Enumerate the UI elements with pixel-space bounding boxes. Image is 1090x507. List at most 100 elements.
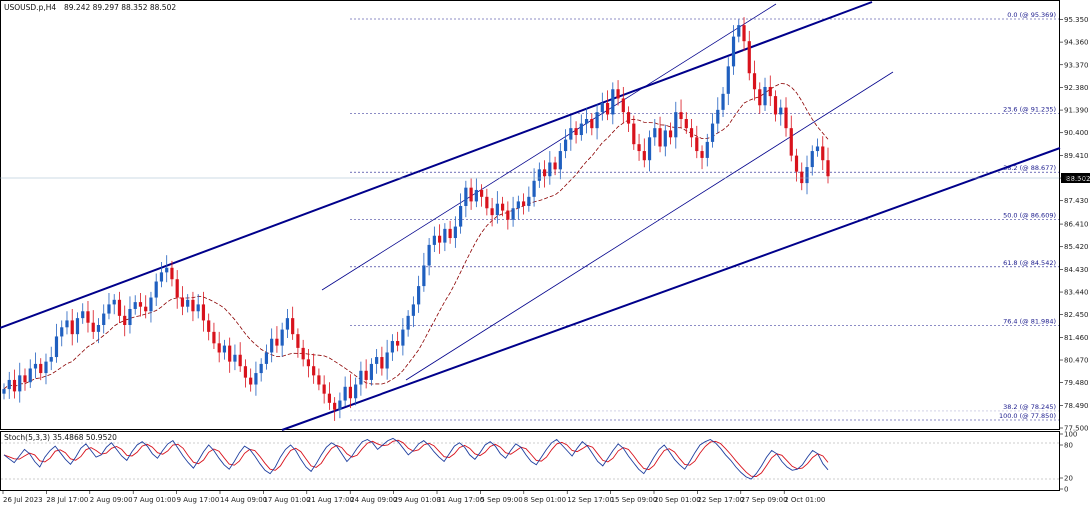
candle-body xyxy=(86,311,90,323)
candle-body xyxy=(500,203,505,211)
price-tick-label: 89.410 xyxy=(1064,152,1089,160)
stoch-main-line xyxy=(3,437,829,480)
candle-body xyxy=(422,265,426,287)
candle-body xyxy=(469,187,473,202)
candle-body xyxy=(758,89,762,106)
candle-body xyxy=(375,357,379,364)
time-tick-label: 26 Jul 2023 xyxy=(3,496,43,504)
candle-body xyxy=(595,112,599,129)
candle-body xyxy=(642,151,646,161)
time-tick-label: 9 Aug 17:00 xyxy=(177,496,220,504)
price-tick-label: 94.360 xyxy=(1064,39,1089,47)
candle-body xyxy=(306,359,311,367)
candle-body xyxy=(96,325,101,332)
candle-body xyxy=(810,151,814,168)
candle-body xyxy=(438,235,442,243)
candle-body xyxy=(689,128,694,138)
candle-body xyxy=(165,267,169,273)
candle-body xyxy=(144,306,148,312)
stoch-tick-label: 0 xyxy=(1064,486,1068,494)
candle-body xyxy=(60,327,64,337)
candle-body xyxy=(270,338,274,353)
outer-channel-lower[interactable] xyxy=(281,147,1061,431)
candle-body xyxy=(7,379,11,390)
candle-body xyxy=(815,146,820,152)
time-tick-label: 15 Sep 09:00 xyxy=(611,496,658,504)
candle-body xyxy=(149,297,153,312)
candle-body xyxy=(180,297,185,307)
candle-body xyxy=(49,357,53,362)
candle-body xyxy=(548,162,552,177)
candle-body xyxy=(228,345,232,362)
time-tick-label: 12 Sep 17:00 xyxy=(567,496,614,504)
candle-body xyxy=(28,368,32,383)
price-tick-label: 79.480 xyxy=(1064,379,1089,387)
stochastic-oscillator xyxy=(1,437,1059,480)
candle-body xyxy=(354,384,358,399)
candle-body xyxy=(317,375,321,385)
fibonacci-retracement[interactable]: 0.0 (@ 95.369) 23.6 (@ 91.235) 38.2 (@ 88.… xyxy=(350,11,1059,421)
candle-body xyxy=(175,279,179,298)
time-tick-label: 2 Oct 01:00 xyxy=(784,496,825,504)
candle-body xyxy=(238,354,242,367)
stoch-tick-label: 100 xyxy=(1064,431,1077,439)
candle-body xyxy=(343,386,347,401)
candle-body xyxy=(542,169,547,177)
candle-body xyxy=(800,171,804,184)
candle-body xyxy=(443,228,447,243)
candle-body xyxy=(668,130,673,138)
price-tick-label: 93.370 xyxy=(1064,61,1089,69)
price-tick-label: 92.380 xyxy=(1064,84,1089,92)
candle-body xyxy=(296,334,300,348)
inner-channel-upper[interactable] xyxy=(321,3,777,291)
candle-body xyxy=(23,375,27,383)
candle-body xyxy=(789,128,793,156)
candle-body xyxy=(721,93,725,110)
outer-channel-upper[interactable] xyxy=(0,1,873,329)
candle-body xyxy=(259,363,263,374)
candle-body xyxy=(327,393,332,403)
candle-body xyxy=(605,102,610,115)
price-tick-label: 95.350 xyxy=(1064,16,1089,24)
candle-body xyxy=(658,128,662,147)
time-tick-label: 5 Sep 09:00 xyxy=(480,496,522,504)
candle-body xyxy=(794,155,799,172)
stoch-signal-line xyxy=(3,439,829,477)
candle-body xyxy=(563,139,568,152)
candle-body xyxy=(18,375,22,392)
candle-body xyxy=(448,228,452,239)
symbol-label: USOUSD.p,H4 xyxy=(4,3,56,12)
candle-body xyxy=(532,180,536,197)
candle-body xyxy=(637,144,641,152)
candle-body xyxy=(821,146,825,161)
candle-body xyxy=(763,86,767,106)
candle-body xyxy=(128,308,132,326)
candle-body xyxy=(186,299,190,307)
candle-body xyxy=(826,160,830,177)
candle-body xyxy=(264,352,269,364)
candle-body xyxy=(779,107,783,115)
trend-channels[interactable] xyxy=(0,1,1061,431)
price-panel xyxy=(0,0,1060,430)
candle-body xyxy=(123,315,127,326)
candle-body xyxy=(710,123,715,142)
candle-body xyxy=(716,109,720,124)
candle-body xyxy=(679,112,683,120)
candle-body xyxy=(731,36,736,67)
candle-body xyxy=(553,162,557,170)
candle-body xyxy=(233,354,237,362)
candle-body xyxy=(427,244,431,266)
candle-body xyxy=(537,169,541,181)
candle-body xyxy=(647,137,652,161)
candle-body xyxy=(102,313,106,326)
inner-channel-lower[interactable] xyxy=(405,71,894,381)
candle-body xyxy=(222,345,227,353)
fib-level-label: 0.0 (@ 95.369) xyxy=(1007,11,1056,19)
stoch-panel xyxy=(0,431,1060,491)
candle-body xyxy=(516,201,520,209)
price-tick-label: 84.430 xyxy=(1064,266,1089,274)
candle-body xyxy=(474,189,478,202)
candle-body xyxy=(453,226,457,239)
candle-body xyxy=(480,189,484,197)
